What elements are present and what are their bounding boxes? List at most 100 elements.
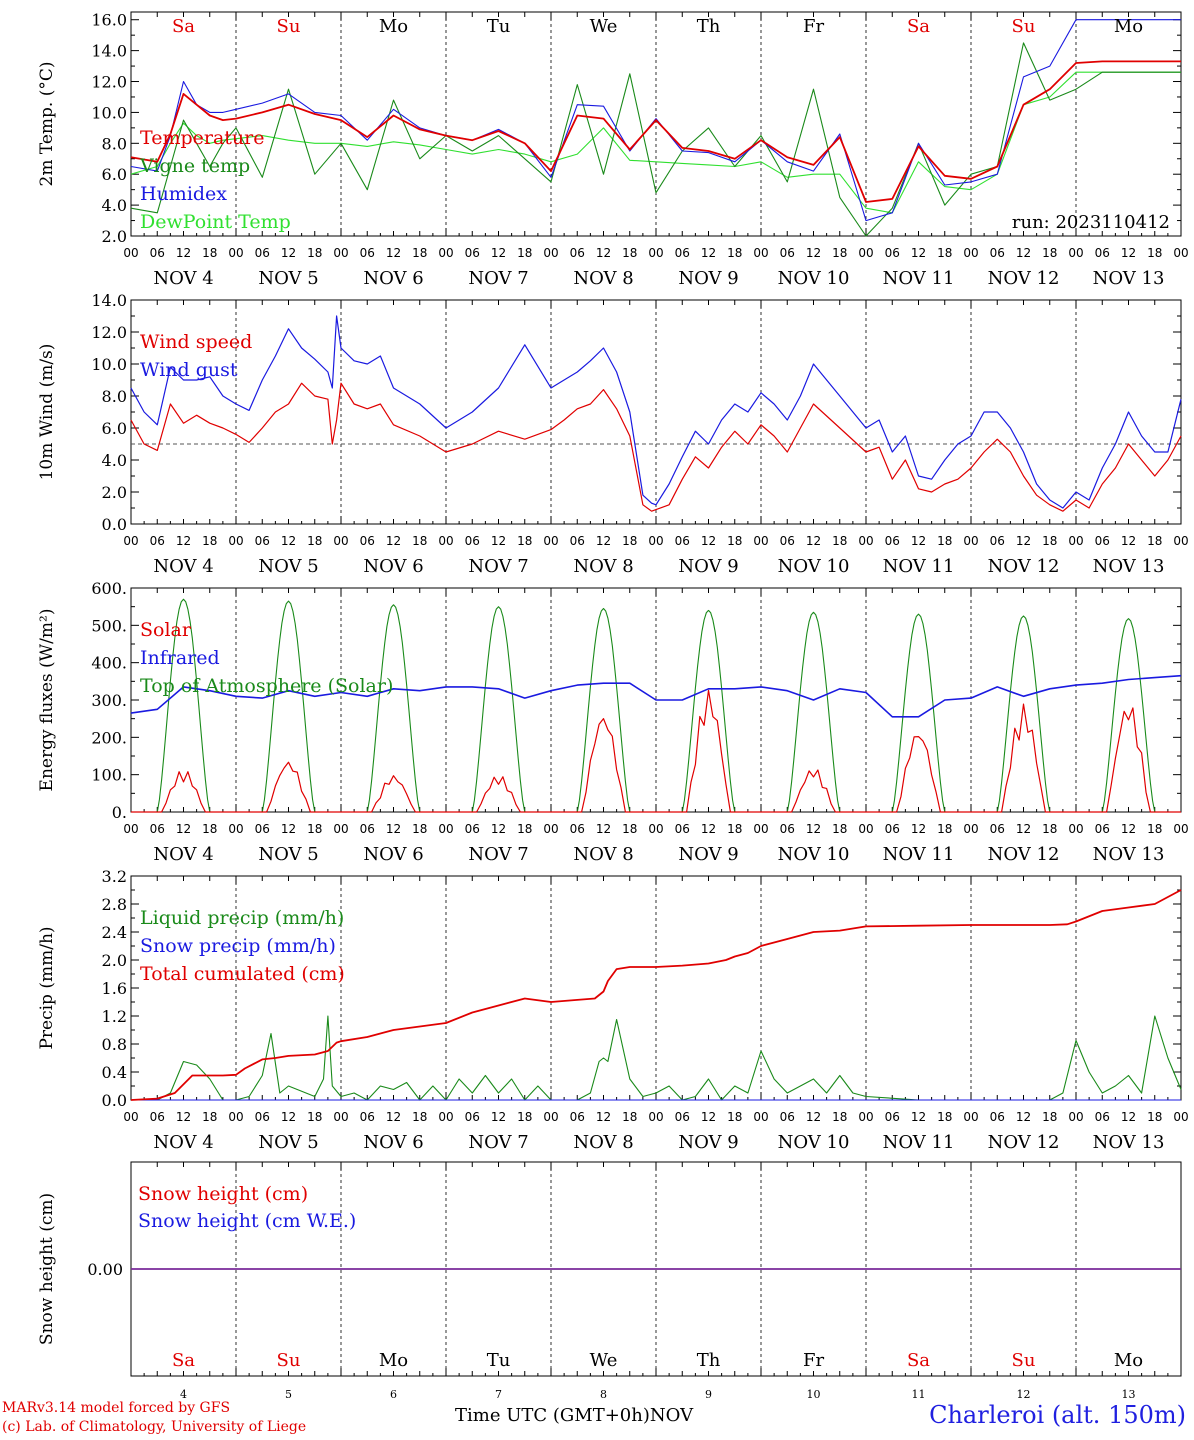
y-tick-label: 500.: [91, 616, 127, 635]
y-tick-label: 2.0: [102, 227, 127, 246]
credit-line-1: MARv3.14 model forced by GFS: [2, 1400, 231, 1416]
hour-tick-label: 06: [1095, 822, 1110, 836]
y-tick-label: 0.: [112, 803, 127, 822]
y-tick-label: 100.: [91, 766, 127, 785]
date-label: NOV 9: [678, 1132, 738, 1153]
hour-tick-label: 18: [517, 822, 532, 836]
hour-tick-label: 12: [911, 822, 926, 836]
hour-tick-label: 12: [1121, 1110, 1136, 1124]
hour-tick-label: 12: [596, 822, 611, 836]
hour-tick-label: 06: [360, 1110, 375, 1124]
day-number: 11: [912, 1388, 926, 1401]
hour-tick-label: 12: [806, 822, 821, 836]
series-toa-day: [446, 606, 551, 813]
legend-entry: Snow height (cm): [138, 1183, 308, 1205]
hour-tick-label: 00: [123, 246, 138, 260]
hour-tick-label: 00: [1173, 822, 1188, 836]
hour-tick-label: 00: [1068, 1110, 1083, 1124]
day-abbr: Fr: [803, 16, 824, 37]
date-label: NOV 7: [468, 844, 528, 865]
hour-tick-label: 00: [753, 246, 768, 260]
day-abbr: Fr: [803, 1350, 824, 1371]
series-solar-day: [551, 717, 656, 813]
series-solar-day: [1076, 707, 1181, 813]
hour-tick-label: 00: [123, 822, 138, 836]
hour-tick-label: 12: [806, 534, 821, 548]
panel-3: 0. 100. 200. 300. 400. 500. 600. Energy fluxes …: [37, 579, 1189, 865]
day-abbr: Mo: [379, 1350, 408, 1371]
hour-tick-label: 18: [832, 1110, 847, 1124]
day-abbr: Tu: [487, 16, 511, 37]
hour-tick-label: 12: [596, 1110, 611, 1124]
day-abbr: Su: [1012, 16, 1036, 37]
hour-tick-label: 18: [307, 534, 322, 548]
y-tick-label: 14.0: [91, 42, 127, 61]
hour-tick-label: 00: [1068, 822, 1083, 836]
date-label: NOV 12: [988, 268, 1060, 289]
hour-tick-label: 00: [333, 1110, 348, 1124]
series-wind_gust: [130, 315, 1182, 509]
hour-tick-label: 00: [1173, 534, 1188, 548]
y-tick-label: 0.0: [102, 1091, 127, 1110]
hour-tick-label: 06: [1095, 246, 1110, 260]
hour-tick-label: 06: [150, 246, 165, 260]
hour-tick-label: 00: [438, 1110, 453, 1124]
time-axis-text: Time UTC (GMT+0h): [455, 1405, 650, 1426]
day-number: 6: [390, 1388, 397, 1401]
date-label: NOV 8: [573, 844, 633, 865]
y-tick-label: 0.0: [102, 515, 127, 534]
day-abbr: Sa: [907, 16, 930, 37]
hour-tick-label: 18: [727, 534, 742, 548]
hour-tick-label: 06: [780, 534, 795, 548]
hour-tick-label: 00: [753, 822, 768, 836]
day-number: 5: [285, 1388, 292, 1401]
hour-tick-label: 06: [570, 1110, 585, 1124]
series-solar-day: [341, 775, 446, 813]
date-label: NOV 9: [678, 844, 738, 865]
y-axis-label: Energy fluxes (W/m²): [37, 609, 57, 792]
hour-tick-label: 12: [911, 534, 926, 548]
hour-tick-label: 12: [386, 246, 401, 260]
hour-tick-label: 00: [543, 534, 558, 548]
date-label: NOV 5: [258, 844, 318, 865]
hour-tick-label: 18: [1147, 246, 1162, 260]
panel-2: 0.0 2.0 4.0 6.0 8.0 10.0 12.0 14.0 10m Wind (m/s…: [37, 291, 1189, 577]
day-abbr: We: [590, 16, 618, 37]
legend-entry: Liquid precip (mm/h): [140, 907, 344, 929]
hour-tick-label: 06: [465, 534, 480, 548]
hour-tick-label: 06: [990, 246, 1005, 260]
hour-tick-label: 00: [228, 246, 243, 260]
hour-tick-label: 18: [1147, 1110, 1162, 1124]
y-tick-label: 1.6: [102, 979, 127, 998]
hour-tick-label: 12: [806, 1110, 821, 1124]
hour-tick-label: 18: [937, 1110, 952, 1124]
hour-tick-label: 18: [622, 246, 637, 260]
hour-tick-label: 06: [465, 246, 480, 260]
hour-tick-label: 18: [307, 1110, 322, 1124]
hour-tick-label: 18: [622, 1110, 637, 1124]
hour-tick-label: 12: [386, 534, 401, 548]
hour-tick-label: 00: [543, 1110, 558, 1124]
day-abbr: Th: [697, 16, 721, 37]
hour-tick-label: 00: [1173, 1110, 1188, 1124]
date-label: NOV 5: [258, 556, 318, 577]
hour-tick-label: 12: [491, 822, 506, 836]
hour-tick-label: 06: [255, 1110, 270, 1124]
y-axis-label: Precip (mm/h): [37, 926, 57, 1049]
date-label: NOV 7: [468, 556, 528, 577]
date-label: NOV 5: [258, 1132, 318, 1153]
day-abbr: Tu: [487, 1350, 511, 1371]
hour-tick-label: 12: [281, 822, 296, 836]
day-abbr: Mo: [1114, 1350, 1143, 1371]
hour-tick-label: 00: [438, 534, 453, 548]
time-axis-month: NOV: [649, 1405, 694, 1426]
date-label: NOV 13: [1093, 556, 1165, 577]
hour-tick-label: 00: [648, 822, 663, 836]
hour-tick-label: 06: [885, 246, 900, 260]
hour-tick-label: 00: [753, 534, 768, 548]
hour-tick-label: 00: [858, 534, 873, 548]
hour-tick-label: 00: [228, 534, 243, 548]
date-label: NOV 4: [153, 1132, 213, 1153]
panel-1: 2.0 4.0 6.0 8.0 10.0 12.0 14.0 16.0 2m Temp. (°C…: [37, 11, 1189, 289]
series-solar-day: [131, 771, 236, 813]
